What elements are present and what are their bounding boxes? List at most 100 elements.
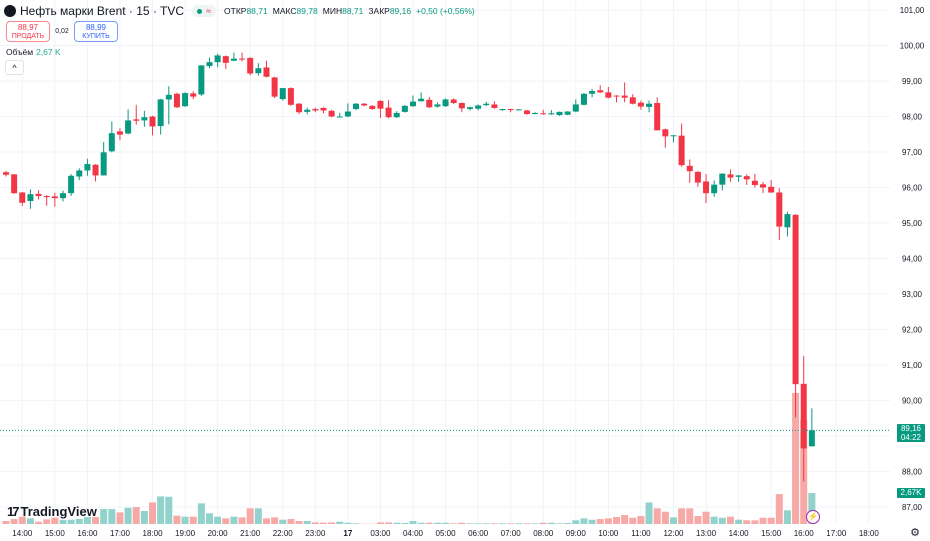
price-tick-label: 98,00: [902, 113, 923, 122]
candle-body: [694, 171, 701, 183]
candle-body: [450, 99, 457, 104]
candle-body: [19, 192, 26, 203]
symbol-logo-icon: [4, 5, 16, 17]
volume-bar: [613, 517, 620, 524]
candle-body: [418, 98, 425, 102]
volume-bar: [206, 513, 213, 524]
price-tick-label: 87,00: [902, 503, 923, 512]
volume-bar: [352, 523, 360, 524]
candle: [434, 102, 441, 108]
time-axis[interactable]: 14:00 15:00 16:00 17:00 18:00 19:00 20:00 21:00…: [12, 529, 879, 538]
candle: [654, 97, 661, 131]
candle-body: [629, 97, 636, 104]
price-tick-label: 97,00: [902, 148, 923, 157]
buy-button[interactable]: 88,99 КУПИТЬ: [74, 21, 118, 42]
volume-bar: [83, 517, 91, 524]
low-value: 88,71: [342, 6, 364, 16]
close-label: ЗАКР: [368, 6, 390, 16]
candle-body: [800, 383, 807, 449]
volume-bar: [726, 516, 734, 524]
time-tick-label: 22:00: [273, 529, 294, 538]
candle: [149, 115, 156, 136]
candle-body: [287, 88, 294, 105]
candle-body: [116, 131, 123, 135]
candle-body: [727, 174, 734, 178]
buy-label: КУПИТЬ: [82, 32, 110, 40]
candle-body: [230, 58, 237, 61]
time-tick-label: 16:00: [794, 529, 815, 538]
candle-body: [328, 110, 335, 117]
chart-legend: Нефть марки Brent · 15 · TVC ≈ ОТКР88,71…: [4, 4, 475, 18]
candle-body: [336, 116, 343, 118]
grid: [0, 0, 890, 524]
candle: [760, 181, 767, 194]
candle: [735, 175, 742, 182]
last-price-value: 89,16: [900, 424, 922, 433]
candle-body: [466, 107, 473, 110]
time-tick-label: 07:00: [501, 529, 522, 538]
candle-body: [125, 120, 132, 134]
close-value: 89,16: [389, 6, 412, 16]
candle: [222, 55, 229, 69]
candle-body: [385, 107, 392, 118]
candle-body: [149, 116, 156, 127]
price-tick-label: 88,00: [902, 468, 923, 477]
volume-bar: [621, 515, 629, 524]
volume-bar: [637, 515, 645, 524]
candle: [703, 174, 710, 204]
candle-body: [214, 55, 221, 63]
volume-bar: [140, 511, 148, 524]
volume-legend[interactable]: Объём 2,67 K: [6, 47, 61, 57]
candle-body: [499, 109, 506, 111]
volume-bar: [669, 517, 677, 524]
collapse-legend-button[interactable]: ^: [5, 60, 24, 75]
sell-button[interactable]: 88,97 ПРОДАТЬ: [6, 21, 50, 42]
candle: [157, 98, 164, 135]
candle-body: [369, 105, 376, 110]
gear-icon[interactable]: ⚙: [910, 527, 920, 539]
tradingview-logo[interactable]: 17 TradingView: [7, 504, 97, 519]
candle-body: [296, 103, 303, 113]
candle-body: [564, 111, 571, 115]
trade-buttons: 88,97 ПРОДАТЬ 0,02 88,99 КУПИТЬ: [6, 21, 118, 42]
candle-body: [751, 180, 758, 186]
candle: [84, 158, 91, 176]
candle-body: [393, 112, 400, 118]
price-axis[interactable]: 101,00 100,00 99,00 98,00 97,00 96,00 95,00 94,…: [900, 6, 925, 512]
candle: [768, 180, 775, 193]
time-tick-label: 12:00: [663, 529, 684, 538]
candle-body: [515, 109, 522, 111]
volume-tag: 2,67K: [897, 488, 925, 498]
candle: [597, 85, 604, 94]
volume-bar: [279, 519, 287, 524]
candle: [515, 109, 522, 111]
candle: [328, 109, 335, 118]
candle-body: [377, 100, 384, 109]
candle: [230, 52, 237, 62]
volume-bar: [222, 518, 230, 524]
spread-value: 0,02: [55, 28, 69, 35]
volume-bar: [376, 522, 384, 524]
volume-bar: [401, 522, 409, 524]
market-status[interactable]: ≈: [192, 5, 217, 17]
candle-body: [523, 110, 530, 115]
candle-body: [703, 181, 710, 194]
candle: [751, 174, 758, 188]
symbol-title[interactable]: Нефть марки Brent · 15 · TVC: [20, 4, 185, 18]
candle: [719, 173, 726, 191]
candle: [35, 190, 42, 200]
candle-body: [353, 103, 360, 110]
volume-bar: [743, 520, 751, 524]
candle: [296, 103, 303, 115]
volume-bar: [556, 523, 564, 524]
candle-body: [580, 93, 587, 105]
candle: [190, 91, 197, 100]
candle-body: [157, 99, 164, 127]
candle-body: [59, 193, 66, 199]
lightning-icon[interactable]: ⚡: [806, 510, 820, 524]
candle-body: [76, 170, 83, 177]
candle: [792, 214, 799, 418]
candle: [133, 104, 140, 125]
candle-body: [792, 214, 799, 385]
